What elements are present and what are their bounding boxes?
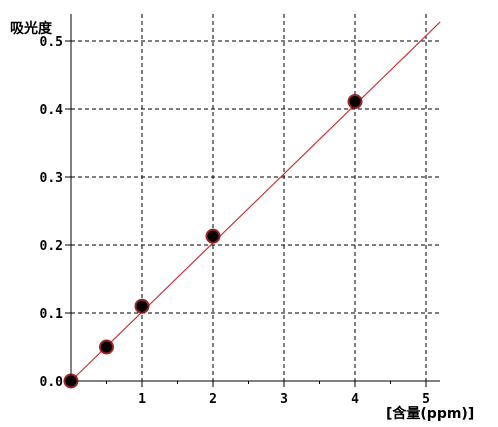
x-tick-label: 3 — [280, 392, 288, 407]
y-tick-label: 0.5 — [40, 35, 63, 50]
axes — [65, 14, 440, 387]
data-point — [101, 341, 112, 353]
fit-line-group — [70, 21, 441, 382]
data-point — [207, 230, 219, 242]
x-tick-label: 5 — [422, 392, 430, 407]
data-point — [65, 375, 77, 387]
y-tick-label: 0.1 — [40, 307, 64, 322]
data-point — [349, 96, 361, 108]
x-tick-label: 1 — [138, 392, 146, 407]
x-axis-label: [含量(ppm)] — [386, 405, 474, 422]
y-tick-label: 0.2 — [40, 239, 63, 254]
data-points — [63, 94, 363, 389]
y-tick-label: 0.3 — [40, 171, 63, 186]
x-tick-label: 4 — [351, 392, 359, 407]
data-point — [136, 300, 148, 312]
fit-line — [70, 21, 441, 382]
grid — [71, 14, 440, 381]
x-tick-label: 2 — [209, 392, 217, 407]
tick-labels: 0.0 0.1 0.2 0.3 0.4 0.5 1 2 3 4 5 — [40, 35, 430, 407]
y-tick-label: 0.0 — [40, 375, 64, 390]
y-axis-label: 吸光度 — [10, 20, 53, 37]
y-tick-label: 0.4 — [40, 103, 64, 118]
